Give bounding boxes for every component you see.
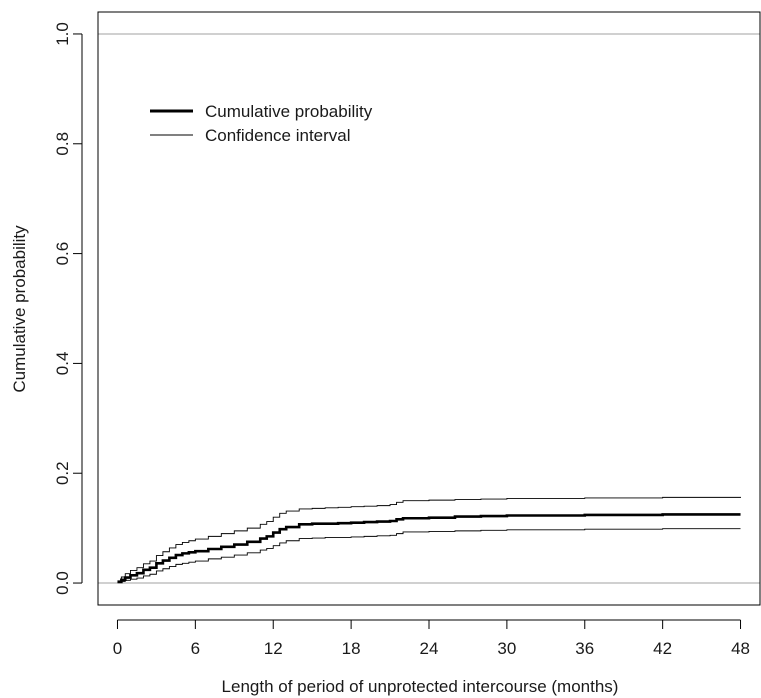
x-tick-label: 36 — [575, 639, 594, 658]
reference-lines — [98, 33, 760, 584]
y-axis-title: Cumulative probability — [10, 225, 29, 393]
x-axis: 0 6 12 18 24 30 36 42 48 — [113, 619, 750, 658]
x-tick-label: 12 — [264, 639, 283, 658]
legend-label-cumulative-probability: Cumulative probability — [205, 102, 373, 121]
x-tick-label: 6 — [191, 639, 200, 658]
x-tick-label: 42 — [653, 639, 672, 658]
y-tick-label: 1.0 — [53, 22, 72, 46]
series-layer — [117, 496, 741, 584]
x-axis-title: Length of period of unprotected intercou… — [222, 677, 619, 696]
x-tick-label: 0 — [113, 639, 122, 658]
legend: Cumulative probability Confidence interv… — [150, 102, 373, 145]
x-tick-label: 30 — [497, 639, 516, 658]
y-tick-label: 0.8 — [53, 132, 72, 156]
confidence-interval-lower-line — [117, 528, 741, 583]
y-tick-label: 0.2 — [53, 461, 72, 485]
x-tick-label: 48 — [731, 639, 750, 658]
y-tick-label: 0.6 — [53, 242, 72, 266]
plot-frame — [97, 11, 761, 606]
y-tick-label: 0.4 — [53, 352, 72, 376]
x-tick-label: 24 — [420, 639, 439, 658]
confidence-interval-upper-line — [117, 496, 741, 582]
cumulative-probability-line — [117, 513, 741, 584]
y-tick-label: 0.0 — [53, 571, 72, 595]
x-tick-label: 18 — [342, 639, 361, 658]
legend-label-confidence-interval: Confidence interval — [205, 126, 351, 145]
y-axis: 0.0 0.2 0.4 0.6 0.8 1.0 — [53, 22, 83, 595]
